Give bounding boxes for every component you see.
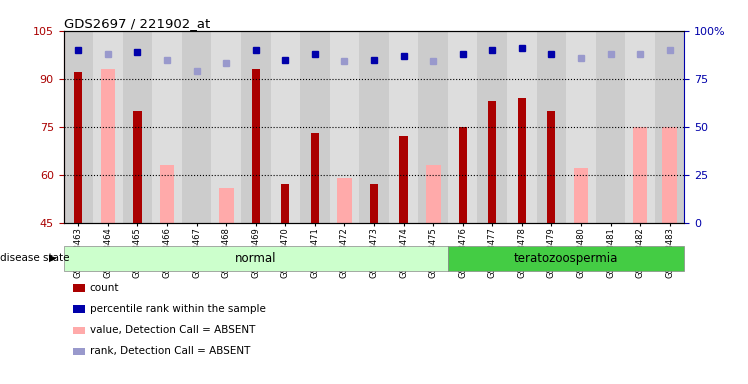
Bar (536, 31, 566, 223)
Bar (370, 184, 378, 223)
Bar (218, 187, 233, 223)
Bar (548, 111, 556, 223)
Bar (459, 127, 467, 223)
Bar (73, 284, 85, 292)
Bar (73, 305, 85, 313)
Bar (477, 31, 507, 223)
Bar (595, 31, 625, 223)
Bar (330, 31, 359, 223)
Bar (359, 31, 389, 223)
Bar (64, 246, 448, 271)
Bar (448, 31, 477, 223)
Bar (271, 31, 300, 223)
Bar (300, 31, 330, 223)
Bar (448, 246, 684, 271)
Bar (426, 165, 441, 223)
Bar (74, 72, 82, 223)
Bar (73, 348, 85, 355)
Bar (488, 101, 497, 223)
Bar (251, 69, 260, 223)
Bar (73, 326, 85, 334)
Bar (625, 31, 654, 223)
Bar (654, 31, 684, 223)
Bar (518, 98, 526, 223)
Text: teratozoospermia: teratozoospermia (514, 252, 619, 265)
Bar (389, 31, 418, 223)
Text: disease state: disease state (0, 253, 70, 263)
Text: normal: normal (235, 252, 277, 265)
Bar (566, 31, 595, 223)
Bar (133, 111, 141, 223)
Bar (337, 178, 352, 223)
Bar (212, 31, 241, 223)
Text: ▶: ▶ (49, 253, 56, 263)
Bar (507, 31, 536, 223)
Bar (123, 31, 153, 223)
Bar (159, 165, 174, 223)
Bar (574, 168, 589, 223)
Text: count: count (90, 283, 119, 293)
Bar (633, 127, 648, 223)
Bar (182, 31, 212, 223)
Text: GDS2697 / 221902_at: GDS2697 / 221902_at (64, 17, 210, 30)
Bar (100, 69, 115, 223)
Bar (311, 133, 319, 223)
Bar (662, 127, 677, 223)
Bar (64, 31, 94, 223)
Bar (281, 184, 289, 223)
Bar (241, 31, 271, 223)
Text: percentile rank within the sample: percentile rank within the sample (90, 304, 266, 314)
Bar (399, 136, 408, 223)
Text: value, Detection Call = ABSENT: value, Detection Call = ABSENT (90, 325, 255, 335)
Bar (418, 31, 448, 223)
Text: rank, Detection Call = ABSENT: rank, Detection Call = ABSENT (90, 346, 250, 356)
Bar (94, 31, 123, 223)
Bar (153, 31, 182, 223)
